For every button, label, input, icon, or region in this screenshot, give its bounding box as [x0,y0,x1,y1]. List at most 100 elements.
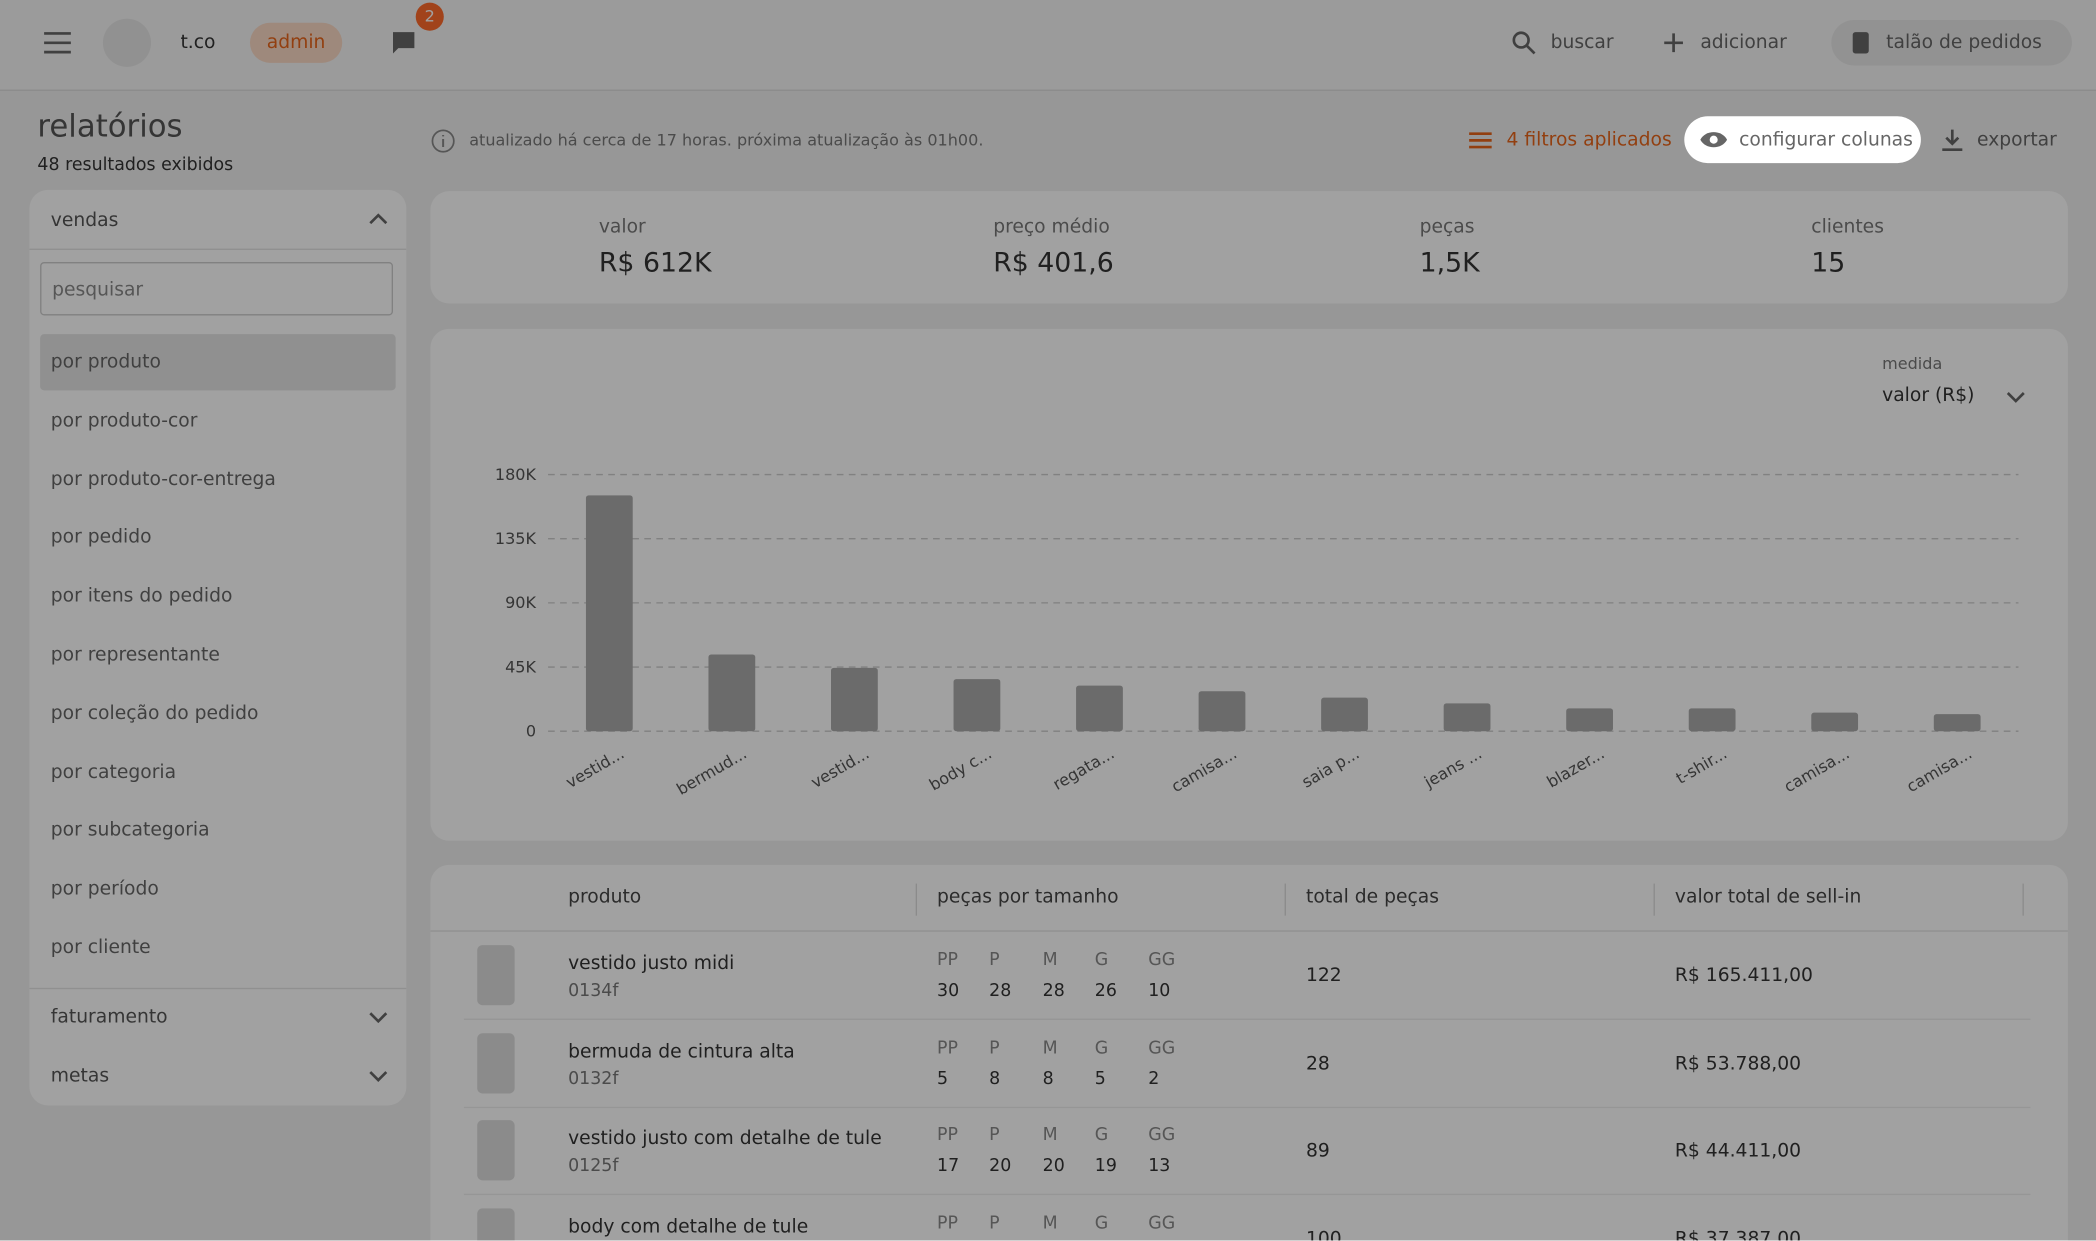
filters-button[interactable]: 4 filtros aplicados [1506,129,1672,152]
size-label: PP [937,1126,959,1147]
sell-in-value: R$ 53.788,00 [1674,1052,1802,1075]
export-button[interactable]: exportar [1977,129,2057,152]
size-count: 28 [1042,981,1065,1002]
divider [29,987,407,990]
size-label: GG [1148,1213,1176,1234]
configure-label: configurar colunas [1739,129,1913,152]
size-label: P [989,1038,1000,1059]
size-count: 20 [1042,1156,1065,1177]
product-name: body com detalhe de tule [568,1216,809,1238]
metric-label: peças [1419,216,1475,238]
bar [585,495,633,732]
size-label: P [989,1213,1000,1234]
size-count: 28 [989,981,1012,1002]
configure-columns-button[interactable]: configurar colunas [1684,116,1921,164]
y-tick-label: 90K [505,593,536,612]
menu-item[interactable]: por cliente [50,937,151,959]
menu-item[interactable]: por produto-cor [50,410,198,432]
section-title[interactable]: vendas [50,209,119,232]
size-label: GG [1148,1038,1176,1059]
menu-item[interactable]: por categoria [50,761,177,783]
chevron-up [369,213,388,225]
section-title[interactable]: faturamento [50,1006,168,1028]
section-title[interactable]: metas [50,1065,110,1087]
bar [1811,712,1859,732]
metric-value: R$ 612K [598,245,712,279]
summary-card: valor R$ 612K preço médio R$ 401,6 peças 1,5K… [430,191,2068,304]
menu-item[interactable]: por coleção do pedido [50,702,259,725]
column-header: peças por tamanho [937,886,1119,908]
column-header: valor total de sell-in [1674,886,1862,908]
y-tick-label: 135K [495,529,537,548]
header-divider [430,930,2068,932]
menu-item[interactable]: por subcategoria [50,819,210,842]
menu-item[interactable]: por produto [50,351,161,373]
product-thumbnail [477,1208,515,1241]
total-pieces: 100 [1305,1228,1342,1241]
chat-icon[interactable] [390,29,417,56]
column-header: produto [568,886,642,908]
size-label: M [1042,1038,1058,1059]
size-label: M [1042,950,1058,971]
size-count: 5 [1094,1068,1106,1090]
column-divider [2022,883,2024,916]
add-button[interactable]: adicionar [1700,32,1787,54]
menu-item[interactable]: por itens do pedido [50,585,233,608]
menu-item[interactable]: por período [50,878,159,900]
sell-in-value: R$ 37.387,00 [1674,1228,1802,1241]
product-name: bermuda de cintura alta [568,1040,795,1063]
search-button[interactable]: buscar [1550,32,1614,54]
column-header: total de peças [1305,886,1439,908]
product-code: 0132f [568,1068,619,1090]
chevron-down [369,1012,388,1024]
brand: t.co [180,32,216,54]
bar [1321,697,1368,732]
product-thumbnail [477,945,515,1006]
measure-select[interactable]: valor (R$) [1882,384,1975,407]
total-pieces: 89 [1305,1140,1330,1163]
size-count: 8 [1042,1068,1054,1090]
size-count: 30 [937,981,960,1002]
size-count: 2 [1148,1068,1160,1090]
divider [29,248,407,250]
add-icon [1664,33,1683,53]
avatar[interactable] [102,18,152,67]
bar [1076,685,1123,732]
bar [831,667,878,732]
search-input[interactable]: pesquisar [40,262,394,316]
chevron-down [2006,392,2025,403]
menu-icon[interactable] [43,29,72,56]
size-label: PP [937,1038,959,1059]
search-icon [1512,31,1536,55]
metric-value: R$ 401,6 [993,245,1114,279]
sell-in-value: R$ 44.411,00 [1674,1140,1802,1163]
total-pieces: 122 [1305,965,1342,987]
product-thumbnail [477,1120,515,1181]
size-count: 17 [937,1156,960,1177]
column-divider [1284,883,1286,916]
size-label: PP [937,1213,959,1234]
product-code: 0125f [568,1156,619,1177]
size-label: G [1094,1126,1109,1147]
product-code: 0134f [568,981,619,1002]
orders-button[interactable]: talão de pedidos [1831,20,2072,66]
sell-in-value: R$ 165.411,00 [1674,965,1813,987]
data-table: produto peças por tamanho total de peças va… [430,864,2068,1241]
bar [1443,703,1491,732]
bar [1566,708,1613,732]
size-label: G [1094,950,1109,971]
size-label: GG [1148,1126,1176,1147]
metric-value: 15 [1811,245,1846,279]
size-label: G [1094,1213,1109,1234]
menu-item[interactable]: por representante [50,644,220,666]
size-label: G [1094,1038,1109,1059]
measure-label: medida [1882,354,1943,373]
page-title: relatórios [37,109,183,145]
y-tick-label: 180K [495,465,537,484]
menu-item[interactable]: por produto-cor-entrega [50,468,276,491]
info-icon [431,129,455,153]
menu-item[interactable]: por pedido [50,527,152,549]
